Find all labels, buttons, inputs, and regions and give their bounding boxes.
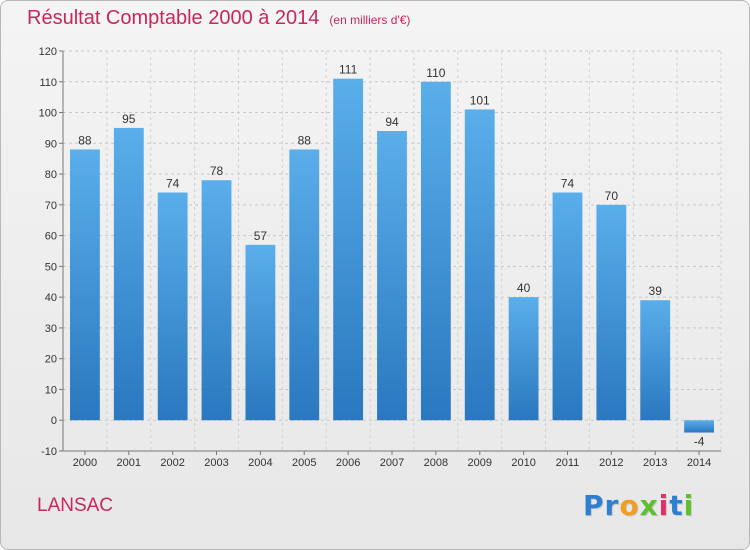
y-tick-label: 60 <box>45 231 57 243</box>
y-tick-label: 110 <box>39 77 57 89</box>
bar-2001 <box>113 127 144 421</box>
x-tick-label: 2002 <box>160 457 184 469</box>
logo-letter: i <box>658 489 670 522</box>
x-tick-label: 2006 <box>336 457 360 469</box>
data-label-2010: 40 <box>517 281 531 295</box>
y-tick-label: 20 <box>45 354 57 366</box>
logo-letter: x <box>639 489 659 522</box>
y-tick-label: 100 <box>39 108 57 120</box>
x-tick-label: 2010 <box>511 457 535 469</box>
y-tick-label: 70 <box>45 200 57 212</box>
data-label-2006: 111 <box>339 63 358 77</box>
bar-2006 <box>333 78 364 421</box>
data-label-2004: 57 <box>254 229 268 243</box>
data-labels: 88 95 74 78 57 88 111 94 110 101 40 74 70 39 -4 <box>78 63 704 449</box>
y-tick-label: 30 <box>45 323 57 335</box>
data-label-2011: 74 <box>561 177 575 191</box>
bar-2012 <box>596 204 627 421</box>
logo-letter: P <box>583 489 605 522</box>
x-tick-label: 2011 <box>556 457 580 469</box>
bars <box>70 78 714 433</box>
x-tick-label: 2003 <box>204 457 228 469</box>
bar-2010 <box>508 297 539 421</box>
bar-2009 <box>464 109 495 421</box>
bar-2004 <box>245 244 276 421</box>
y-tick-label: 120 <box>39 46 57 58</box>
y-tick-label: 90 <box>45 138 57 150</box>
y-tick-label: 40 <box>45 292 57 304</box>
logo-letter: t <box>669 489 684 522</box>
chart-title: Résultat Comptable 2000 à 2014 (en millie… <box>27 7 410 30</box>
bar-2000 <box>70 149 100 421</box>
bar-2003 <box>201 180 232 421</box>
bar-2013 <box>640 300 671 421</box>
x-tick-label: 2004 <box>248 457 272 469</box>
bar-2014 <box>684 420 714 433</box>
y-tick-label: -10 <box>41 446 57 458</box>
y-tick-label: 0 <box>51 415 57 427</box>
x-tick-label: 2014 <box>687 457 711 469</box>
data-label-2001: 95 <box>122 112 136 126</box>
data-label-2014: -4 <box>694 435 705 449</box>
data-label-2013: 39 <box>649 284 663 298</box>
data-label-2002: 74 <box>166 177 180 191</box>
logo-letter: r <box>604 489 620 522</box>
x-tick-label: 2000 <box>73 457 97 469</box>
y-tick-label: 50 <box>45 261 57 273</box>
title-text: Résultat Comptable 2000 à 2014 <box>27 7 320 29</box>
x-tick-label: 2009 <box>467 457 491 469</box>
x-tick-label: 2005 <box>292 457 316 469</box>
x-tick-label: 2008 <box>424 457 448 469</box>
bar-2008 <box>420 81 451 421</box>
bar-2005 <box>289 149 320 421</box>
data-label-2000: 88 <box>78 133 92 147</box>
data-label-2009: 101 <box>470 93 490 107</box>
bar-2002 <box>157 192 188 421</box>
bar-2011 <box>552 192 583 421</box>
title-unit: (en milliers d'€) <box>329 13 411 27</box>
y-tick-label: 10 <box>45 384 57 396</box>
y-tick-label: 80 <box>45 169 57 181</box>
logo-letter: o <box>619 489 640 522</box>
x-tick-label: 2007 <box>380 457 404 469</box>
data-label-2005: 88 <box>298 133 312 147</box>
axes: -10 0 10 20 30 40 50 60 70 80 90 100 110 120 2000 2001 2… <box>39 46 721 469</box>
x-tick-label: 2013 <box>643 457 667 469</box>
x-tick-label: 2001 <box>117 457 141 469</box>
data-label-2003: 78 <box>210 164 224 178</box>
proxiti-logo: Proxiti <box>583 489 694 522</box>
bar-2007 <box>377 131 407 421</box>
data-label-2007: 94 <box>385 115 399 129</box>
logo-letter: i <box>683 489 695 522</box>
data-label-2012: 70 <box>605 189 619 203</box>
commune-name: LANSAC <box>37 495 114 516</box>
data-label-2008: 110 <box>426 66 445 80</box>
x-tick-label: 2012 <box>599 457 623 469</box>
